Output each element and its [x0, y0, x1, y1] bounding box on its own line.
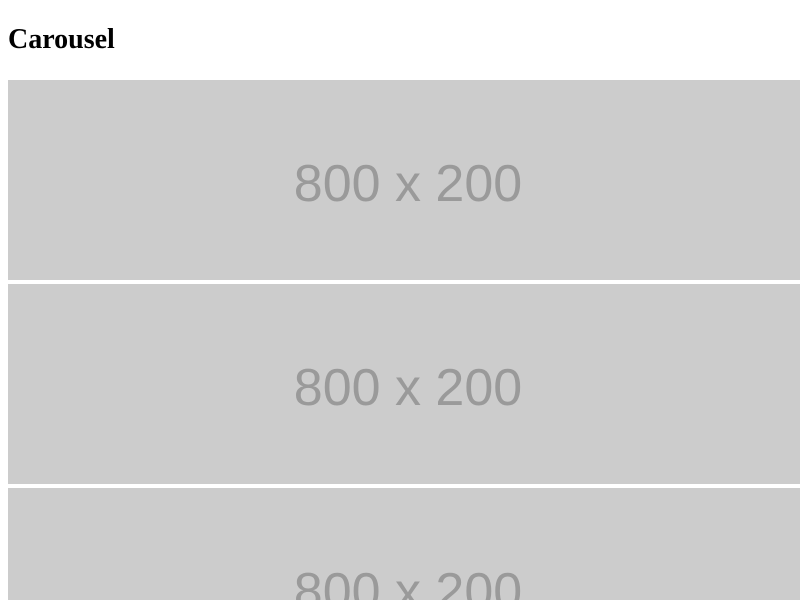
slide-placeholder-label: 800 x 200 — [293, 563, 523, 600]
slide-placeholder-label: 800 x 200 — [293, 155, 523, 213]
carousel-slide-3[interactable]: 800 x 200 — [8, 488, 800, 600]
slide-placeholder-label: 800 x 200 — [293, 359, 523, 417]
carousel-slide-1[interactable]: 800 x 200 — [8, 80, 800, 280]
page-title: Carousel — [8, 24, 115, 55]
carousel[interactable]: 800 x 200 800 x 200 800 x 200 — [8, 80, 800, 600]
carousel-slide-2[interactable]: 800 x 200 — [8, 284, 800, 484]
